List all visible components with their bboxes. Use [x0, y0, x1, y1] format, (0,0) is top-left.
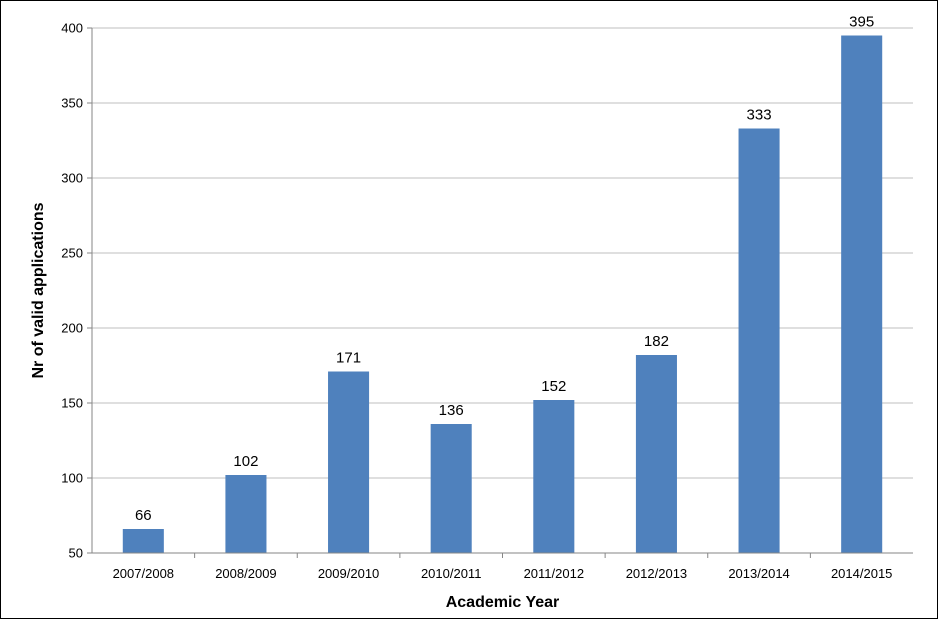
data-labels: 66 102 171 136 152 182 333 395 [135, 14, 874, 525]
data-label: 171 [336, 350, 361, 367]
data-label: 333 [747, 107, 772, 124]
axes [91, 28, 913, 554]
x-tick-label: 2007/2008 [113, 566, 174, 581]
bar [635, 355, 677, 553]
x-axis-title: Academic Year [446, 594, 560, 611]
data-label: 182 [644, 333, 669, 350]
y-axis-title: Nr of valid applications [30, 202, 47, 378]
bar [430, 424, 472, 553]
bar [738, 128, 780, 553]
y-tick-label: 50 [69, 546, 83, 561]
y-tick-label: 150 [61, 396, 83, 411]
bar [533, 400, 575, 553]
y-tick-label: 250 [61, 246, 83, 261]
bars [122, 35, 883, 553]
y-tick-label: 300 [61, 171, 83, 186]
gridlines [87, 27, 913, 558]
y-tick-labels: 50 100 150 200 250 300 350 400 [61, 21, 83, 561]
y-tick-label: 100 [61, 471, 83, 486]
data-label: 152 [541, 378, 566, 395]
x-tick-label: 2014/2015 [831, 566, 892, 581]
x-tick-labels: 2007/2008 2008/2009 2009/2010 2010/2011 2011… [113, 566, 893, 581]
bar [122, 529, 164, 553]
data-label: 395 [849, 14, 874, 31]
y-tick-label: 200 [61, 321, 83, 336]
bar [225, 475, 267, 553]
x-tick-label: 2009/2010 [318, 566, 379, 581]
x-tick-label: 2010/2011 [421, 566, 482, 581]
y-tick-label: 350 [61, 96, 83, 111]
bar [841, 35, 883, 553]
data-label: 136 [439, 402, 464, 419]
data-label: 102 [233, 453, 258, 470]
x-tick-label: 2011/2012 [524, 566, 585, 581]
x-tick-label: 2012/2013 [626, 566, 687, 581]
x-tick-label: 2008/2009 [215, 566, 276, 581]
y-tick-label: 400 [61, 21, 83, 36]
bar [328, 371, 370, 553]
data-label: 66 [135, 507, 152, 524]
x-tick-label: 2013/2014 [728, 566, 789, 581]
